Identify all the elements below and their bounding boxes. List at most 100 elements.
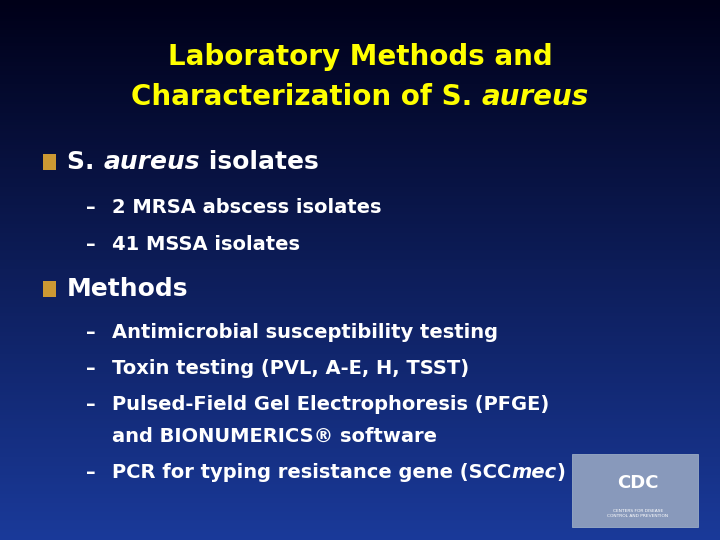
Bar	[0, 352, 720, 355]
Bar	[0, 9, 720, 11]
Bar	[0, 437, 720, 439]
Bar	[0, 107, 720, 110]
Bar	[0, 473, 720, 475]
Bar	[0, 451, 720, 454]
Bar	[0, 419, 720, 421]
Bar	[0, 161, 720, 164]
Bar	[0, 498, 720, 501]
Bar	[0, 529, 720, 531]
Bar	[0, 536, 720, 538]
Bar	[0, 444, 720, 447]
Bar	[0, 334, 720, 336]
Bar	[0, 399, 720, 401]
Bar	[0, 381, 720, 383]
Bar	[0, 163, 720, 166]
Bar	[0, 318, 720, 320]
Bar	[0, 138, 720, 140]
Bar	[0, 496, 720, 498]
Bar	[0, 316, 720, 319]
Bar	[0, 1, 720, 4]
Bar	[0, 131, 720, 133]
Text: CDC: CDC	[617, 474, 659, 492]
Bar	[0, 322, 720, 324]
Bar	[0, 345, 720, 347]
Bar	[0, 320, 720, 322]
Bar	[0, 383, 720, 385]
Bar	[0, 102, 720, 104]
Bar	[0, 457, 720, 459]
Bar	[0, 0, 720, 2]
Text: –: –	[86, 463, 96, 482]
Bar	[0, 167, 720, 169]
Bar	[0, 279, 720, 281]
Bar	[0, 136, 720, 139]
Bar	[0, 343, 720, 346]
Bar	[0, 433, 720, 436]
Bar	[0, 63, 720, 65]
Bar	[0, 264, 720, 266]
Bar	[0, 302, 720, 304]
Bar	[0, 397, 720, 400]
Bar	[0, 403, 720, 405]
Text: –: –	[86, 322, 96, 342]
Bar	[0, 14, 720, 16]
Bar	[0, 174, 720, 177]
Bar	[0, 12, 720, 15]
Bar	[0, 475, 720, 477]
Bar	[0, 100, 720, 103]
Bar	[0, 228, 720, 231]
Bar	[0, 468, 720, 470]
Bar	[0, 68, 720, 70]
Bar	[0, 377, 720, 380]
Bar	[0, 168, 720, 171]
Bar	[0, 198, 720, 200]
Bar	[0, 134, 720, 137]
Bar	[0, 221, 720, 223]
Bar	[0, 255, 720, 258]
Bar	[0, 262, 720, 265]
Bar	[0, 374, 720, 376]
Bar	[0, 404, 720, 407]
Text: CENTERS FOR DISEASE
CONTROL AND PREVENTION: CENTERS FOR DISEASE CONTROL AND PREVENTI…	[608, 509, 668, 518]
Bar	[0, 253, 720, 255]
Bar	[0, 5, 720, 7]
Bar	[0, 16, 720, 18]
Text: PCR for typing resistance gene (SCC: PCR for typing resistance gene (SCC	[112, 463, 511, 482]
Bar	[0, 183, 720, 185]
Bar	[0, 149, 720, 151]
Bar	[0, 208, 720, 211]
Bar	[0, 372, 720, 374]
Text: ): )	[556, 463, 565, 482]
Bar	[0, 70, 720, 72]
Bar	[0, 426, 720, 428]
Bar	[0, 50, 720, 52]
Bar	[0, 165, 720, 167]
Bar	[0, 422, 720, 425]
Bar	[0, 300, 720, 302]
Bar	[0, 392, 720, 394]
Bar	[0, 30, 720, 32]
Bar	[0, 491, 720, 493]
Bar	[0, 206, 720, 209]
Bar	[0, 201, 720, 204]
Text: isolates: isolates	[199, 150, 318, 174]
Bar	[0, 325, 720, 328]
Bar	[0, 415, 720, 417]
Bar	[0, 333, 720, 335]
Bar	[0, 534, 720, 536]
Bar	[0, 187, 720, 189]
Bar	[0, 133, 720, 135]
Bar	[0, 98, 720, 101]
Bar	[0, 442, 720, 444]
Bar	[0, 441, 720, 443]
Bar	[0, 327, 720, 329]
Bar	[0, 185, 720, 187]
Bar	[0, 210, 720, 212]
Bar	[0, 141, 720, 144]
Bar	[0, 205, 720, 207]
Text: mec: mec	[511, 463, 556, 482]
Bar	[0, 127, 720, 130]
Bar	[0, 365, 720, 367]
Text: and BIONUMERICS® software: and BIONUMERICS® software	[112, 427, 436, 446]
Bar	[0, 3, 720, 5]
